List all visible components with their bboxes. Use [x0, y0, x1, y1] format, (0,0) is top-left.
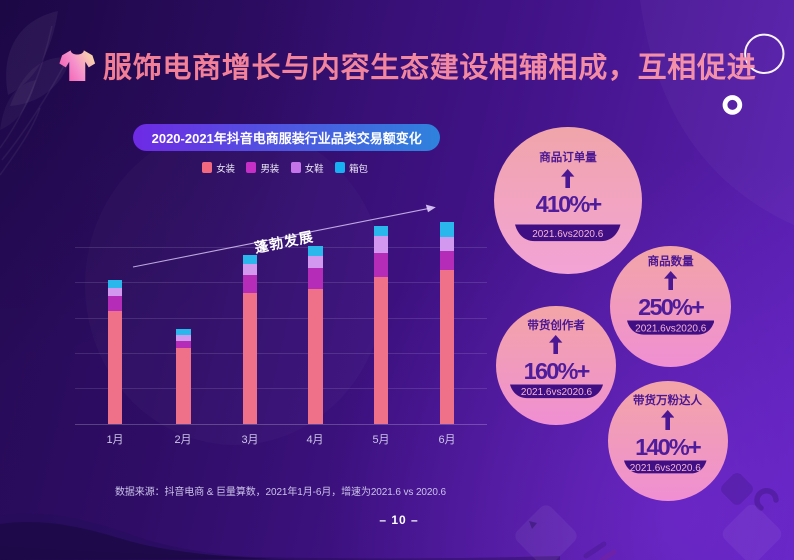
svg-text:2021.6vs2020.6: 2021.6vs2020.6 — [630, 463, 702, 474]
svg-text:2021.6vs2020.6: 2021.6vs2020.6 — [533, 229, 605, 240]
svg-text:2021.6vs2020.6: 2021.6vs2020.6 — [520, 388, 592, 399]
svg-text:2021.6vs2020.6: 2021.6vs2020.6 — [635, 324, 707, 335]
